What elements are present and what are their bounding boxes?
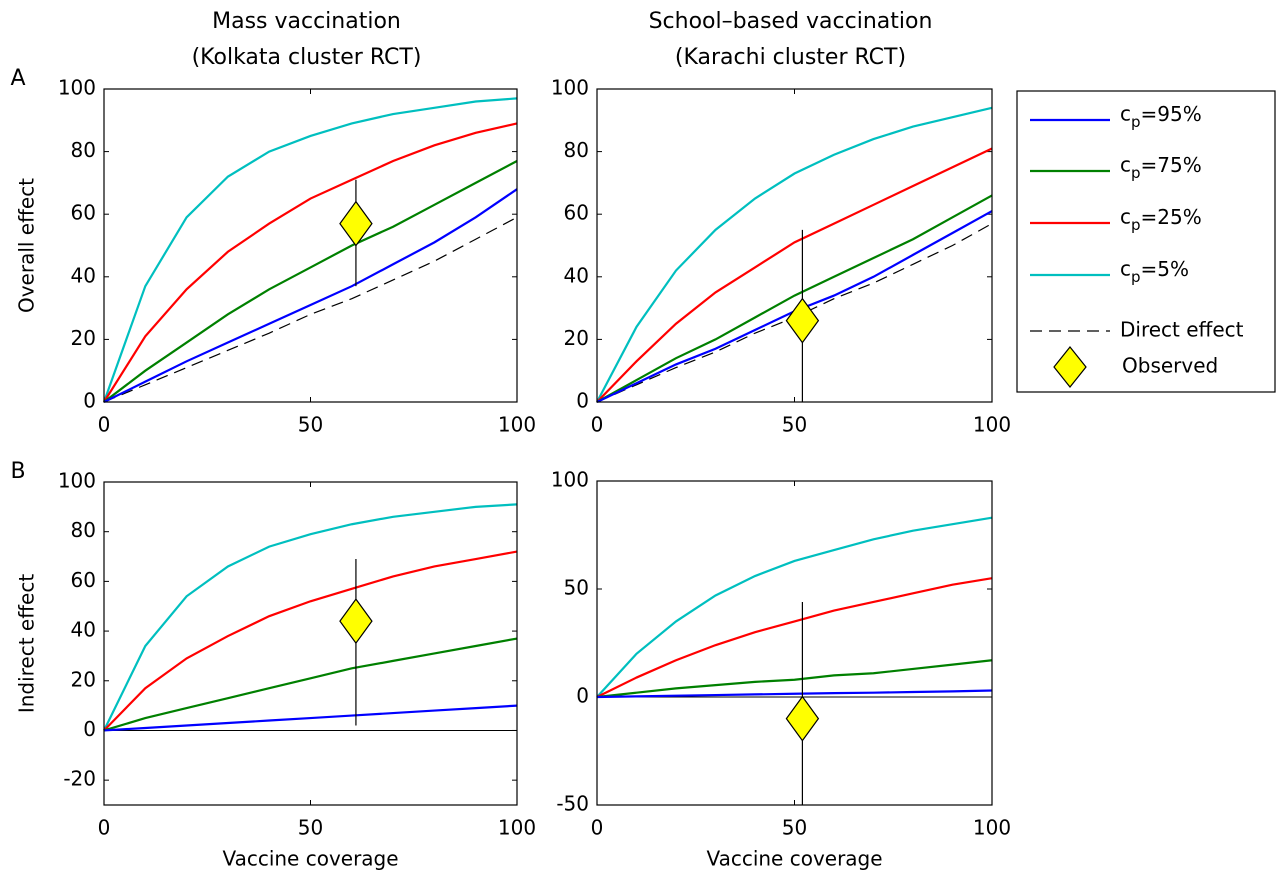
chart-title: (Karachi cluster RCT) bbox=[675, 45, 906, 70]
y-tick-label: 60 bbox=[564, 201, 589, 225]
observed-marker bbox=[339, 598, 373, 645]
series-line bbox=[103, 503, 518, 731]
y-tick-label: 100 bbox=[58, 469, 96, 493]
legend-marker bbox=[1053, 346, 1087, 388]
series-line bbox=[596, 106, 993, 403]
series-line bbox=[103, 160, 518, 403]
plot-frame bbox=[103, 88, 518, 403]
x-tick-label: 100 bbox=[498, 413, 536, 437]
x-tick-label: 50 bbox=[782, 413, 807, 437]
y-tick-label: 20 bbox=[71, 667, 96, 691]
y-tick-label: 60 bbox=[71, 201, 96, 225]
subplot: School–based vaccination (Karachi cluster… bbox=[551, 9, 1011, 437]
y-tick-label: 0 bbox=[83, 389, 96, 413]
y-tick-label: 100 bbox=[58, 76, 96, 100]
x-axis-label: Vaccine coverage bbox=[222, 847, 398, 871]
panel-label: B bbox=[10, 459, 25, 484]
y-tick-label: 60 bbox=[71, 568, 96, 592]
observed-marker bbox=[785, 695, 820, 742]
series-line bbox=[596, 577, 993, 698]
legend-label: Observed bbox=[1122, 354, 1218, 378]
y-tick-label: 0 bbox=[576, 684, 589, 708]
series-line bbox=[596, 147, 993, 403]
y-tick-label: -50 bbox=[556, 792, 589, 816]
x-tick-label: 0 bbox=[591, 413, 604, 437]
chart-title: School–based vaccination bbox=[649, 9, 933, 34]
y-tick-label: 100 bbox=[551, 468, 589, 492]
y-tick-label: 50 bbox=[564, 576, 589, 600]
y-tick-label: 40 bbox=[71, 263, 96, 287]
y-tick-label: 40 bbox=[564, 263, 589, 287]
y-tick-label: 80 bbox=[71, 518, 96, 542]
subplot: Mass vaccination (Kolkata cluster RCT) A Ov… bbox=[10, 9, 536, 437]
legend-label: Direct effect bbox=[1120, 318, 1244, 342]
chart-title: (Kolkata cluster RCT) bbox=[192, 45, 422, 70]
chart-title: Mass vaccination bbox=[212, 9, 401, 34]
series-line bbox=[103, 188, 518, 403]
series-line bbox=[103, 637, 518, 732]
x-axis-label: Vaccine coverage bbox=[706, 847, 882, 871]
x-tick-label: 100 bbox=[973, 816, 1011, 840]
y-tick-label: 0 bbox=[83, 717, 96, 741]
x-tick-label: 0 bbox=[98, 413, 111, 437]
y-axis-label: Indirect effect bbox=[15, 574, 39, 713]
series-line bbox=[596, 516, 993, 698]
series-line bbox=[596, 659, 993, 699]
plot-frame bbox=[596, 88, 993, 403]
legend: cp=95%cp=75%cp=25%cp=5%Direct effectObse… bbox=[1016, 90, 1276, 393]
series-line bbox=[596, 210, 993, 403]
y-tick-label: -20 bbox=[63, 767, 96, 791]
series-line bbox=[103, 122, 518, 403]
x-tick-label: 50 bbox=[298, 413, 323, 437]
series-line bbox=[102, 97, 518, 403]
legend-label: cp=95% bbox=[1120, 102, 1202, 131]
series-line bbox=[596, 194, 993, 403]
series-line bbox=[103, 704, 518, 732]
plot-frame bbox=[596, 480, 993, 806]
y-tick-label: 20 bbox=[564, 326, 589, 350]
y-tick-label: 80 bbox=[564, 138, 589, 162]
observed-marker bbox=[339, 200, 373, 247]
y-tick-label: 80 bbox=[71, 138, 96, 162]
panel-label: A bbox=[10, 66, 25, 91]
y-tick-label: 100 bbox=[551, 76, 589, 100]
legend-frame bbox=[1016, 90, 1276, 393]
plot-frame bbox=[103, 481, 518, 806]
series-line bbox=[103, 550, 518, 732]
y-tick-label: 20 bbox=[71, 326, 96, 350]
y-tick-label: 40 bbox=[71, 618, 96, 642]
x-tick-label: 100 bbox=[498, 816, 536, 840]
series-line bbox=[103, 216, 518, 403]
x-tick-label: 50 bbox=[782, 816, 807, 840]
series-line bbox=[596, 689, 993, 699]
x-tick-label: 50 bbox=[298, 816, 323, 840]
y-tick-label: 0 bbox=[576, 389, 589, 413]
x-tick-label: 0 bbox=[98, 816, 111, 840]
x-tick-label: 100 bbox=[973, 413, 1011, 437]
y-axis-label: Overall effect bbox=[15, 178, 39, 313]
x-tick-label: 0 bbox=[591, 816, 604, 840]
subplot: B Indirect effect Vaccine coverage 0 50 100 -2… bbox=[10, 459, 536, 871]
observed-marker bbox=[785, 297, 820, 344]
